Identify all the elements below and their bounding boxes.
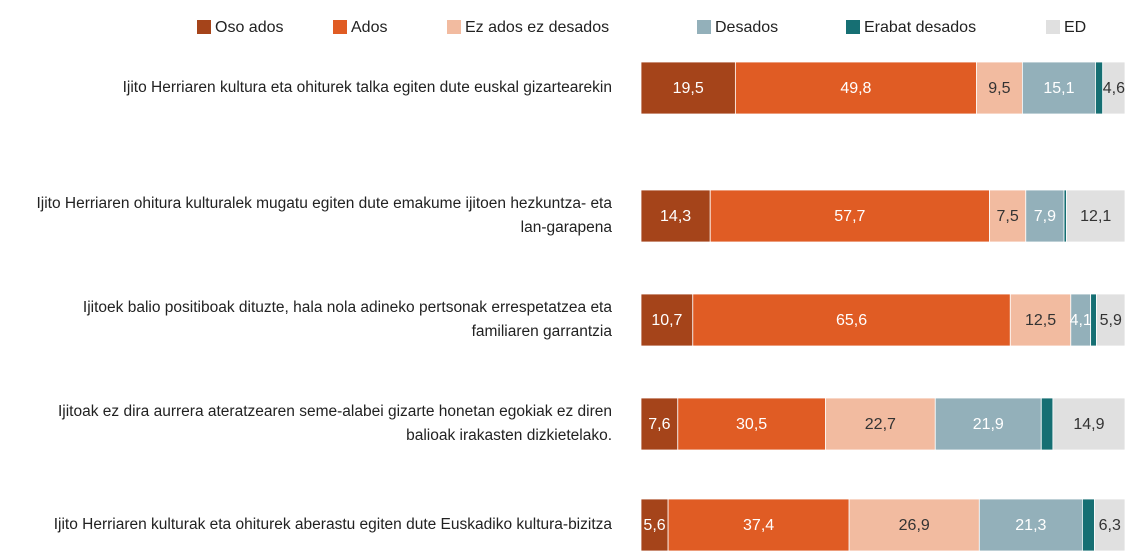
legend-swatch xyxy=(197,20,211,34)
category-label: Ijito Herriaren kulturak eta ohiturek ab… xyxy=(53,516,612,533)
value-label: 37,4 xyxy=(743,517,774,534)
legend-swatch xyxy=(333,20,347,34)
bar-segment xyxy=(1025,189,1065,243)
value-label: 49,8 xyxy=(840,80,871,97)
bar-segment xyxy=(1052,397,1126,451)
value-label: 9,5 xyxy=(988,80,1010,97)
bar-segment xyxy=(1096,293,1126,347)
value-label: 7,9 xyxy=(1034,208,1056,225)
value-label: 14,3 xyxy=(660,208,691,225)
bar-segment xyxy=(1082,498,1095,552)
value-label: 65,6 xyxy=(836,312,867,329)
value-label: 19,5 xyxy=(673,80,704,97)
category-label: Ijitoek balio positiboak dituzte, hala n… xyxy=(82,299,612,340)
value-label: 22,7 xyxy=(865,416,896,433)
value-label: 10,7 xyxy=(651,312,682,329)
value-label: 14,9 xyxy=(1073,416,1104,433)
bar-segment xyxy=(989,189,1027,243)
bar-segment xyxy=(709,189,990,243)
bar-segment xyxy=(667,498,850,552)
value-label: 21,3 xyxy=(1015,517,1046,534)
bar-segment xyxy=(1040,397,1054,451)
bar-segment xyxy=(978,498,1083,552)
bar-segment xyxy=(640,498,669,552)
value-label: 30,5 xyxy=(736,416,767,433)
legend-label: Desados xyxy=(715,19,778,36)
bar-segment xyxy=(1009,293,1072,347)
legend-label: Oso ados xyxy=(215,19,283,36)
value-label: 5,9 xyxy=(1100,312,1122,329)
bar-segment xyxy=(1095,61,1104,115)
bar-segment xyxy=(692,293,1011,347)
category-label: Ijitoak ez dira aurrera ateratzearen sem… xyxy=(57,403,612,444)
bar-segment xyxy=(640,189,711,243)
bar-segment xyxy=(1021,61,1096,115)
value-label: 4,6 xyxy=(1103,80,1125,97)
legend-label: Ados xyxy=(351,19,387,36)
value-label: 4,1 xyxy=(1070,312,1092,329)
bar-segment xyxy=(640,397,679,451)
legend-label: Ez ados ez desados xyxy=(465,19,609,36)
bar-segment xyxy=(1094,498,1126,552)
bar-segment xyxy=(1102,61,1126,115)
bar-segment xyxy=(640,61,736,115)
value-label: 5,6 xyxy=(643,517,665,534)
legend-label: ED xyxy=(1064,19,1086,36)
value-label: 12,1 xyxy=(1080,208,1111,225)
value-label: 57,7 xyxy=(834,208,865,225)
value-label: 7,5 xyxy=(997,208,1019,225)
bar-segment xyxy=(825,397,936,451)
bar-segment xyxy=(1066,189,1126,243)
value-label: 7,6 xyxy=(648,416,670,433)
legend-label: Erabat desados xyxy=(864,19,976,36)
value-label: 12,5 xyxy=(1025,312,1056,329)
bar-segment xyxy=(677,397,826,451)
bar-segment xyxy=(1090,293,1097,347)
legend-swatch xyxy=(846,20,860,34)
bar-segment xyxy=(640,293,694,347)
value-label: 21,9 xyxy=(973,416,1004,433)
legend-swatch xyxy=(697,20,711,34)
legend-swatch xyxy=(1046,20,1060,34)
value-label: 15,1 xyxy=(1043,80,1074,97)
value-label: 26,9 xyxy=(899,517,930,534)
bar-segment xyxy=(734,61,977,115)
value-label: 6,3 xyxy=(1099,517,1121,534)
bar-segment xyxy=(976,61,1023,115)
bar-segment xyxy=(848,498,980,552)
category-label: Ijito Herriaren kultura eta ohiturek tal… xyxy=(122,79,612,96)
category-label: Ijito Herriaren ohitura kulturalek mugat… xyxy=(36,195,612,236)
legend-swatch xyxy=(447,20,461,34)
